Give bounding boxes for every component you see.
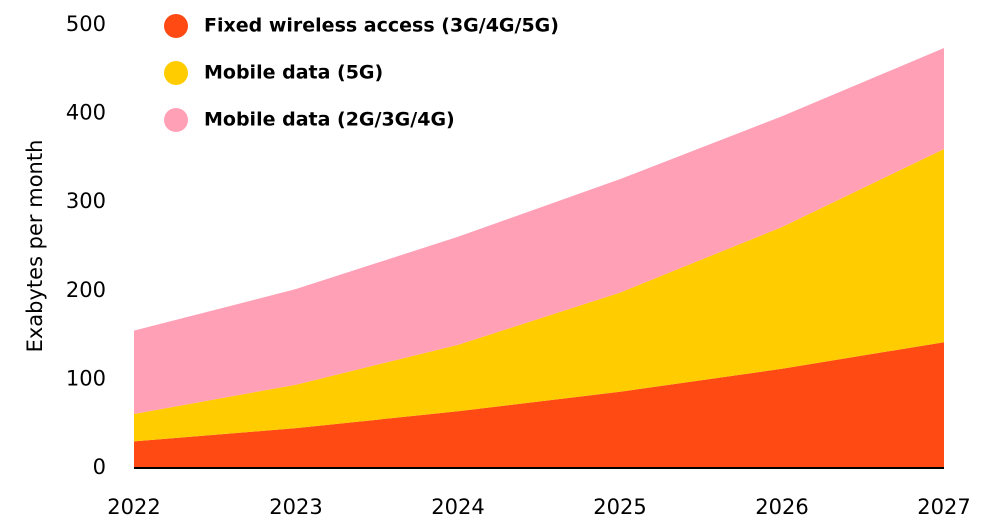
y-tick-label: 0 bbox=[93, 455, 106, 479]
legend-label: Mobile data (2G/3G/4G) bbox=[204, 109, 455, 131]
x-tick-label: 2024 bbox=[431, 495, 484, 519]
legend-swatch bbox=[164, 108, 188, 132]
y-tick-label: 100 bbox=[66, 366, 106, 390]
x-tick-label: 2026 bbox=[755, 495, 808, 519]
y-tick-label: 300 bbox=[66, 189, 106, 213]
y-axis-label: Exabytes per month bbox=[23, 140, 47, 353]
x-tick-label: 2023 bbox=[269, 495, 322, 519]
x-tick-label: 2022 bbox=[107, 495, 160, 519]
area bbox=[134, 149, 944, 442]
y-tick-label: 200 bbox=[66, 278, 106, 302]
x-tick-label: 2027 bbox=[917, 495, 970, 519]
area bbox=[134, 48, 944, 414]
legend-label: Mobile data (5G) bbox=[204, 62, 383, 84]
x-tick-label: 2025 bbox=[593, 495, 646, 519]
legend-swatch bbox=[164, 61, 188, 85]
legend-swatch bbox=[164, 14, 188, 38]
y-tick-label: 400 bbox=[66, 101, 106, 125]
area bbox=[134, 342, 944, 468]
y-tick-label: 500 bbox=[66, 12, 106, 36]
legend-label: Fixed wireless access (3G/4G/5G) bbox=[204, 15, 559, 37]
